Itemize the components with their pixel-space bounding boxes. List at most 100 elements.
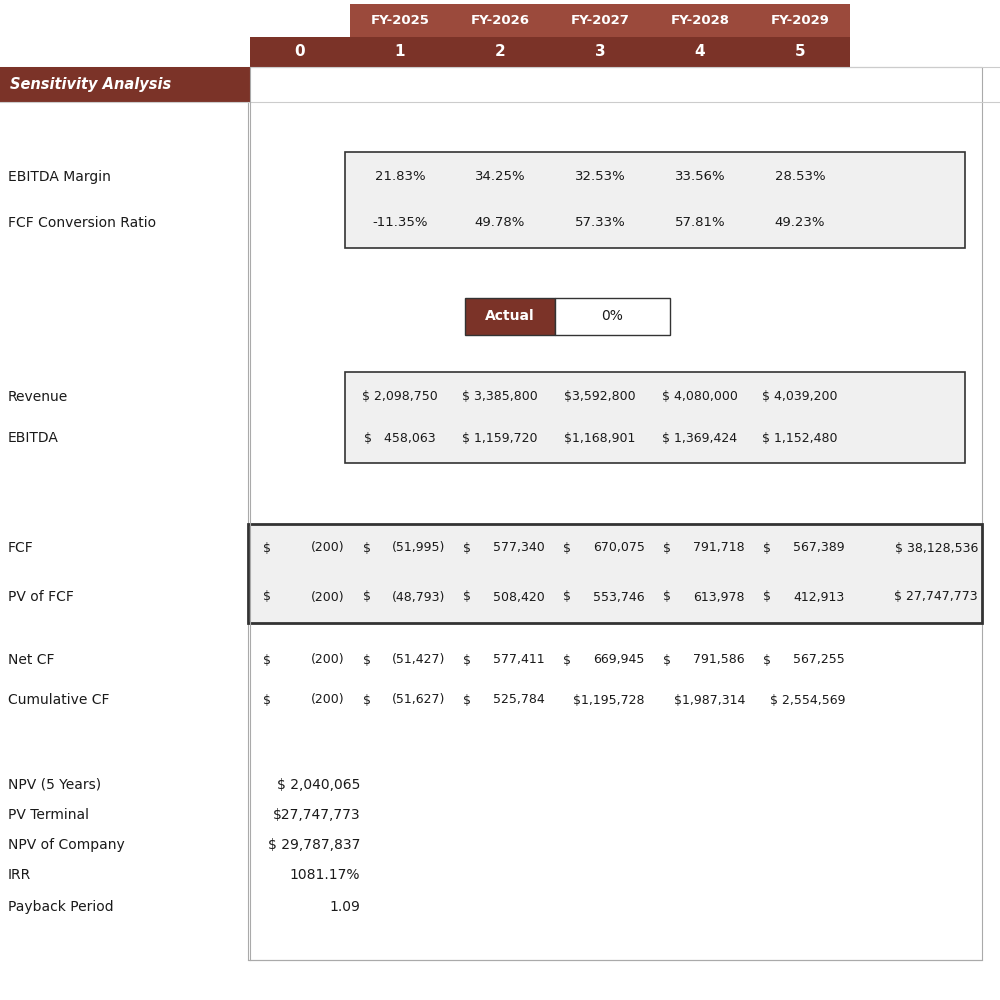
Text: FY-2025: FY-2025: [371, 14, 429, 27]
Text: (200): (200): [311, 654, 345, 666]
Text: 34.25%: 34.25%: [475, 170, 525, 184]
Text: $27,747,773: $27,747,773: [272, 808, 360, 822]
Text: 613,978: 613,978: [694, 590, 745, 603]
Bar: [350, 4, 850, 37]
Text: 2: 2: [495, 44, 505, 60]
Text: $1,987,314: $1,987,314: [674, 694, 745, 706]
Text: Actual: Actual: [485, 310, 535, 324]
Text: 5: 5: [795, 44, 805, 60]
Text: $: $: [263, 542, 271, 554]
Text: 525,784: 525,784: [493, 694, 545, 706]
Text: $: $: [763, 590, 771, 603]
Text: 21.83%: 21.83%: [375, 170, 425, 184]
Text: $: $: [663, 542, 671, 554]
Text: 3: 3: [595, 44, 605, 60]
Text: 32.53%: 32.53%: [575, 170, 625, 184]
Text: $: $: [463, 590, 471, 603]
Text: 412,913: 412,913: [794, 590, 845, 603]
Text: 670,075: 670,075: [593, 542, 645, 554]
Text: 49.78%: 49.78%: [475, 217, 525, 230]
Text: NPV of Company: NPV of Company: [8, 838, 125, 852]
Text: 553,746: 553,746: [593, 590, 645, 603]
Text: FY-2029: FY-2029: [771, 14, 829, 27]
Text: 1: 1: [395, 44, 405, 60]
Text: 1.09: 1.09: [329, 900, 360, 914]
Text: $: $: [463, 694, 471, 706]
Text: FY-2028: FY-2028: [670, 14, 730, 27]
Text: $1,168,901: $1,168,901: [564, 432, 636, 444]
Text: FCF Conversion Ratio: FCF Conversion Ratio: [8, 216, 156, 230]
Bar: [248, 67, 982, 960]
Text: Payback Period: Payback Period: [8, 900, 114, 914]
Text: $: $: [563, 590, 571, 603]
Text: (200): (200): [311, 542, 345, 554]
Text: 791,718: 791,718: [693, 542, 745, 554]
Text: 0%: 0%: [602, 310, 623, 324]
Text: $ 2,098,750: $ 2,098,750: [362, 390, 438, 403]
Text: $ 3,385,800: $ 3,385,800: [462, 390, 538, 403]
Text: (51,627): (51,627): [392, 694, 445, 706]
Text: PV of FCF: PV of FCF: [8, 590, 74, 604]
Text: 577,340: 577,340: [493, 542, 545, 554]
Text: $ 38,128,536: $ 38,128,536: [895, 542, 978, 554]
Text: $ 2,554,569: $ 2,554,569: [770, 694, 845, 706]
Bar: [555, 298, 670, 335]
Bar: [345, 372, 965, 463]
Text: $ 27,747,773: $ 27,747,773: [894, 590, 978, 603]
Text: $: $: [663, 654, 671, 666]
Text: $: $: [363, 654, 371, 666]
Text: $: $: [463, 542, 471, 554]
Text: Cumulative CF: Cumulative CF: [8, 693, 110, 707]
Text: $ 4,080,000: $ 4,080,000: [662, 390, 738, 403]
Text: (51,427): (51,427): [392, 654, 445, 666]
Text: 33.56%: 33.56%: [675, 170, 725, 184]
Text: 57.81%: 57.81%: [675, 217, 725, 230]
Text: 791,586: 791,586: [693, 654, 745, 666]
Text: FY-2027: FY-2027: [571, 14, 629, 27]
Text: $ 2,040,065: $ 2,040,065: [277, 778, 360, 792]
Text: $ 1,369,424: $ 1,369,424: [662, 432, 738, 444]
Text: Sensitivity Analysis: Sensitivity Analysis: [10, 77, 171, 92]
Bar: [0, 67, 250, 102]
Text: FCF: FCF: [8, 541, 34, 555]
Text: 577,411: 577,411: [493, 654, 545, 666]
Text: $: $: [263, 590, 271, 603]
Text: (51,995): (51,995): [392, 542, 445, 554]
Text: $1,195,728: $1,195,728: [574, 694, 645, 706]
Text: $: $: [363, 590, 371, 603]
Text: 0: 0: [295, 44, 305, 60]
Bar: [465, 298, 555, 335]
Text: 567,255: 567,255: [793, 654, 845, 666]
Text: 28.53%: 28.53%: [775, 170, 825, 184]
Text: $ 1,159,720: $ 1,159,720: [462, 432, 538, 444]
Text: $3,592,800: $3,592,800: [564, 390, 636, 403]
Text: Net CF: Net CF: [8, 653, 54, 667]
Bar: [250, 37, 850, 67]
Text: $: $: [563, 542, 571, 554]
Text: $: $: [563, 654, 571, 666]
Text: 1081.17%: 1081.17%: [290, 868, 360, 882]
Text: EBITDA Margin: EBITDA Margin: [8, 170, 111, 184]
Text: IRR: IRR: [8, 868, 31, 882]
Text: NPV (5 Years): NPV (5 Years): [8, 778, 101, 792]
Text: -11.35%: -11.35%: [372, 217, 428, 230]
Text: $: $: [263, 654, 271, 666]
Text: $: $: [363, 542, 371, 554]
Text: (48,793): (48,793): [392, 590, 445, 603]
Text: 567,389: 567,389: [793, 542, 845, 554]
Text: $: $: [763, 542, 771, 554]
Text: 57.33%: 57.33%: [575, 217, 625, 230]
Text: $: $: [263, 694, 271, 706]
Text: $: $: [363, 694, 371, 706]
Text: $: $: [663, 590, 671, 603]
Bar: [248, 524, 982, 623]
Text: $ 4,039,200: $ 4,039,200: [762, 390, 838, 403]
Text: $ 1,152,480: $ 1,152,480: [762, 432, 838, 444]
Text: 669,945: 669,945: [594, 654, 645, 666]
Text: $   458,063: $ 458,063: [364, 432, 436, 444]
Text: Revenue: Revenue: [8, 390, 68, 404]
Text: EBITDA: EBITDA: [8, 431, 59, 445]
Text: $: $: [763, 654, 771, 666]
Text: 49.23%: 49.23%: [775, 217, 825, 230]
Text: 508,420: 508,420: [493, 590, 545, 603]
